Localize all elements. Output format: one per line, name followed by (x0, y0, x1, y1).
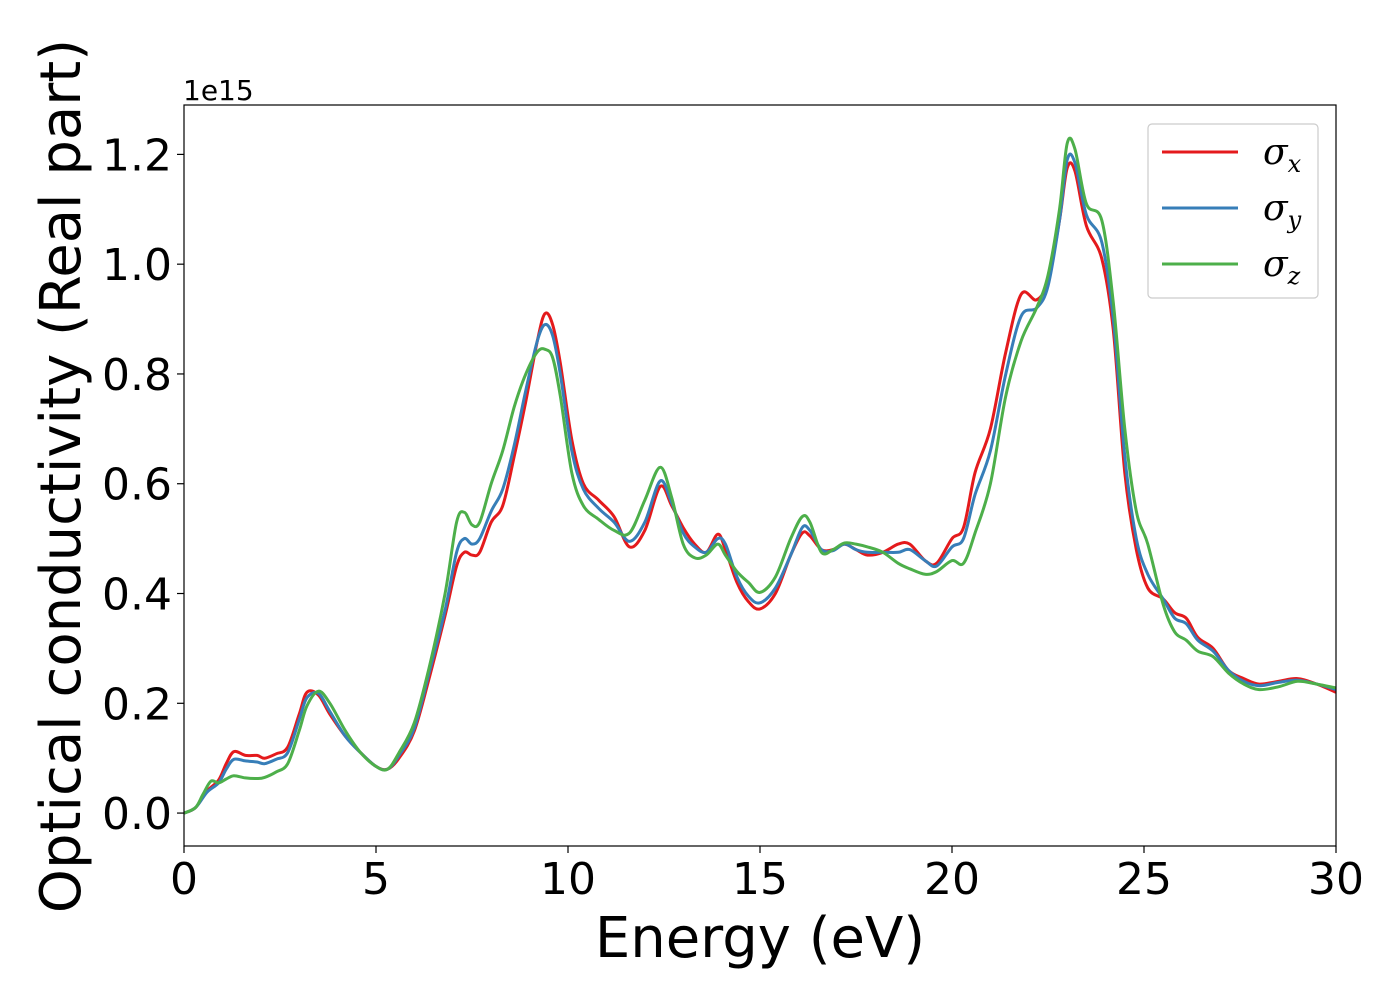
y-tick-label: 0.4 (102, 570, 172, 621)
y-tick-label: 1.2 (102, 130, 172, 181)
y-tick-label: 0.6 (102, 460, 172, 511)
legend-label-x: σx (1263, 132, 1302, 178)
y-tick-label: 0.0 (102, 789, 172, 840)
x-tick-label: 5 (362, 854, 390, 905)
x-tick-label: 10 (540, 854, 596, 905)
x-axis-title: Energy (eV) (595, 906, 925, 971)
series-line-z (184, 136, 1336, 815)
y-axis-title: Optical conductivity (Real part) (29, 39, 94, 913)
y-tick-label: 0.8 (102, 350, 172, 401)
x-tick-label: 30 (1308, 854, 1364, 905)
x-tick-label: 20 (924, 854, 980, 905)
x-tick-label: 25 (1116, 854, 1172, 905)
x-tick-label: 0 (170, 854, 198, 905)
legend-label-y: σy (1263, 188, 1302, 234)
legend-box (1147, 123, 1319, 299)
y-tick-label: 0.2 (102, 679, 172, 730)
plot-layer (184, 136, 1336, 815)
legend: σx σy σz (1147, 123, 1319, 299)
legend-label-z: σz (1263, 244, 1301, 290)
axes-layer: 0 5 10 15 20 25 30 0.0 0.2 0.4 0.6 0.8 1.0 1.2 (102, 104, 1364, 905)
y-offset-label: 1e15 (183, 74, 254, 107)
x-tick-label: 15 (732, 854, 788, 905)
y-tick-label: 1.0 (102, 240, 172, 291)
